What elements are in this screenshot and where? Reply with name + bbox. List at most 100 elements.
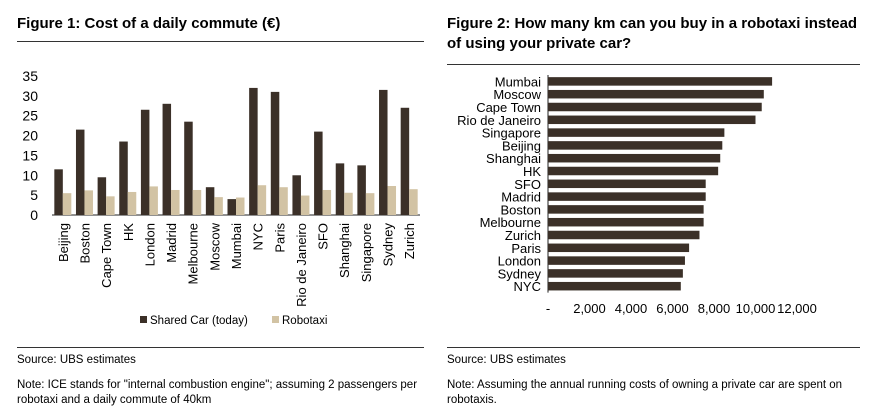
x-category-label: Beijing <box>56 223 71 262</box>
y-tick-label: 25 <box>22 108 38 124</box>
legend-label: Robotaxi <box>282 315 327 327</box>
bar-km <box>548 256 685 265</box>
bar-km <box>548 217 704 227</box>
x-category-label: Boston <box>77 223 92 263</box>
figure2-panel: Figure 2: How many km can you buy in a r… <box>447 0 871 420</box>
bar-shared-car <box>205 187 215 215</box>
figure2-note: Note: Assuming the annual running costs … <box>447 379 843 406</box>
bar-robotaxi <box>192 189 202 215</box>
y-category-label: Singapore <box>482 126 541 141</box>
y-category-label: Paris <box>511 241 541 256</box>
bar-robotaxi <box>387 186 397 215</box>
y-category-label: Mumbai <box>495 74 541 89</box>
bar-km <box>548 89 764 99</box>
x-category-label: Sydney <box>381 223 396 267</box>
x-category-label: Cape Town <box>99 223 114 288</box>
bar-km <box>548 153 721 163</box>
y-category-label: SFO <box>514 177 541 192</box>
bar-km <box>548 77 773 86</box>
figure2-source: Source: UBS estimates <box>447 354 566 366</box>
figure1-source-rule <box>17 347 424 348</box>
legend-swatch <box>140 316 147 323</box>
bar-shared-car <box>227 199 236 215</box>
bar-km <box>548 269 683 278</box>
bar-km <box>548 192 706 201</box>
bar-shared-car <box>314 131 323 215</box>
x-category-label: Shanghai <box>337 223 352 278</box>
figure1-title: Figure 1: Cost of a daily commute (€) <box>17 15 281 32</box>
x-tick-label: 6,000 <box>656 301 689 316</box>
bar-shared-car <box>54 169 63 215</box>
x-tick-label: - <box>546 301 550 316</box>
bar-robotaxi <box>127 191 137 215</box>
y-category-label: London <box>498 254 541 269</box>
bar-km <box>548 243 690 253</box>
bar-shared-car <box>357 165 366 215</box>
bar-shared-car <box>140 109 150 215</box>
bar-km <box>548 166 719 176</box>
bar-km <box>548 141 723 150</box>
bar-shared-car <box>97 177 107 215</box>
bar-robotaxi <box>149 186 158 215</box>
bar-shared-car <box>162 103 172 215</box>
y-tick-label: 20 <box>22 128 38 144</box>
y-category-label: Cape Town <box>476 100 541 115</box>
bar-robotaxi <box>322 189 332 215</box>
x-category-label: HK <box>121 223 136 241</box>
bar-robotaxi <box>300 195 310 215</box>
x-category-label: NYC <box>251 223 266 250</box>
x-category-label: Madrid <box>164 223 179 263</box>
x-category-label: Mumbai <box>229 223 244 269</box>
figure1-note: Note: ICE stands for "internal combustio… <box>17 379 418 406</box>
x-category-label: Singapore <box>359 223 374 282</box>
bar-km <box>548 230 700 240</box>
x-category-label: Melbourne <box>186 223 201 284</box>
figure1-title-rule <box>17 41 424 42</box>
bar-robotaxi <box>279 187 288 215</box>
bar-robotaxi <box>84 190 93 215</box>
bar-km <box>548 281 681 291</box>
y-category-label: Shanghai <box>486 151 541 166</box>
bar-shared-car <box>270 91 280 215</box>
x-tick-label: 8,000 <box>698 301 731 316</box>
bar-shared-car <box>379 89 388 215</box>
bar-robotaxi <box>409 189 418 215</box>
x-tick-label: 10,000 <box>736 301 776 316</box>
y-category-label: Moscow <box>493 87 541 102</box>
bar-shared-car <box>75 129 85 215</box>
y-category-label: Boston <box>501 202 541 217</box>
bar-shared-car <box>184 121 193 215</box>
figure2-source-rule <box>447 347 860 348</box>
legend-label: Shared Car (today) <box>150 315 248 327</box>
figure1-chart: 0 5 10 15 20 25 30 35 Beijing Boston Cape Town HK Lo… <box>22 68 420 327</box>
y-category-label: Zurich <box>505 228 541 243</box>
bar-km <box>548 179 706 189</box>
bar-robotaxi <box>236 197 245 215</box>
bar-robotaxi <box>344 192 353 215</box>
x-tick-label: 12,000 <box>777 301 817 316</box>
y-category-label: HK <box>523 164 541 179</box>
y-tick-label: 10 <box>22 167 38 183</box>
y-category-label: Melbourne <box>480 215 541 230</box>
x-category-label: Zurich <box>402 223 417 259</box>
x-category-label: Moscow <box>207 222 222 270</box>
y-category-label: NYC <box>514 279 541 294</box>
bar-robotaxi <box>171 189 180 215</box>
y-tick-label: 0 <box>30 207 38 223</box>
y-tick-label: 15 <box>22 147 38 163</box>
bar-shared-car <box>119 141 128 215</box>
y-category-label: Rio de Janeiro <box>457 113 541 128</box>
x-category-label: Paris <box>272 223 287 253</box>
bar-robotaxi <box>257 185 267 215</box>
figure1-panel: Figure 1: Cost of a daily commute (€) 0 5… <box>0 0 430 420</box>
y-category-label: Sydney <box>498 266 542 281</box>
x-category-label: SFO <box>316 223 331 250</box>
bar-robotaxi <box>365 193 375 215</box>
y-category-label: Madrid <box>501 190 541 205</box>
bar-shared-car <box>249 87 258 215</box>
bar-robotaxi <box>62 193 72 215</box>
y-tick-label: 30 <box>22 88 38 104</box>
bar-shared-car <box>400 107 410 215</box>
x-tick-label: 2,000 <box>573 301 606 316</box>
